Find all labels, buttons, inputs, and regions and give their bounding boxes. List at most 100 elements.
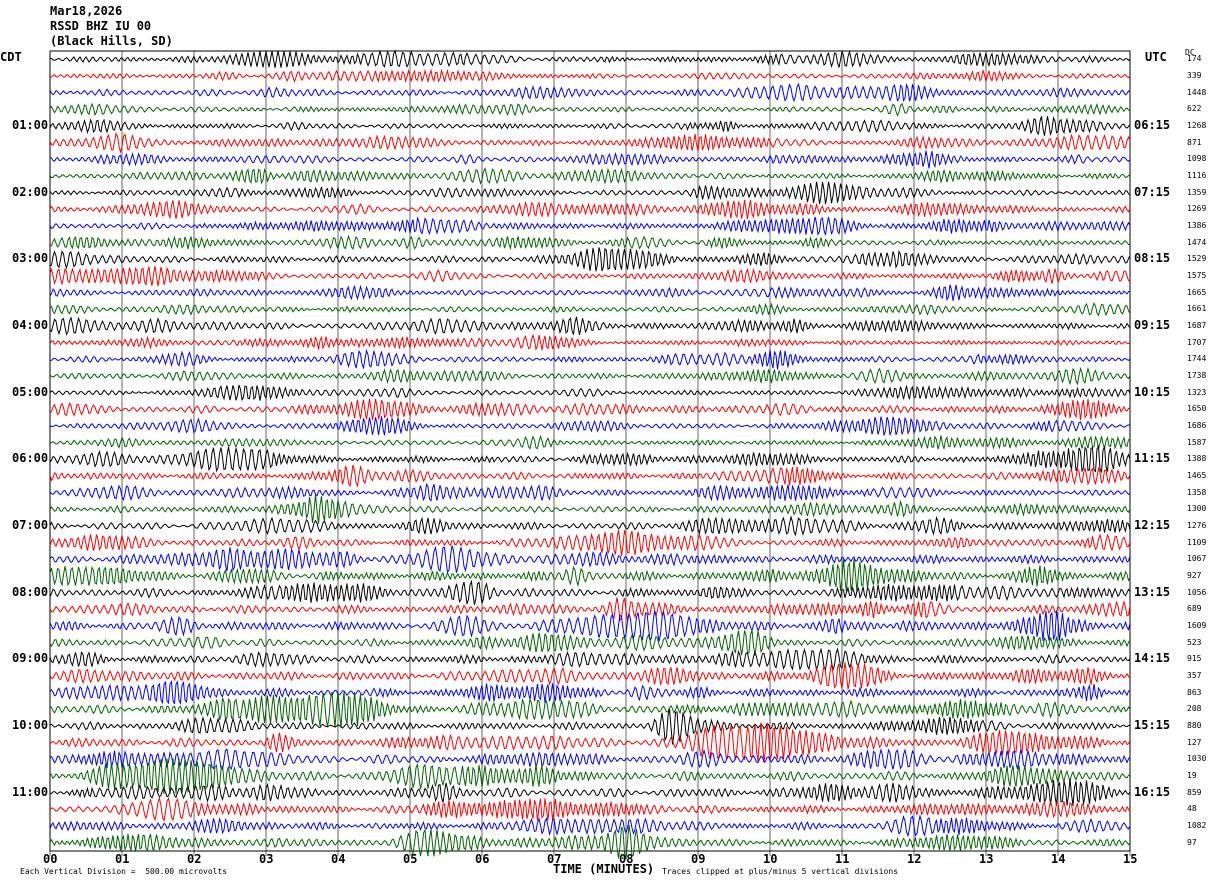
dc-offset-label: 1067 <box>1187 554 1207 564</box>
x-tick-label: 11 <box>835 852 850 866</box>
left-hour-label: 11:00 <box>12 784 49 799</box>
trace-line <box>49 515 1131 537</box>
trace-line <box>49 333 1131 352</box>
dc-offset-label: 1276 <box>1187 521 1207 530</box>
dc-offset-label: 174 <box>1187 54 1202 64</box>
trace-line <box>49 647 1131 672</box>
dc-offset-label: 1575 <box>1187 271 1207 280</box>
dc-offset-label: 689 <box>1187 604 1202 614</box>
trace-line <box>49 444 1131 473</box>
trace-line <box>49 758 1131 794</box>
x-tick-label: 01 <box>115 852 130 866</box>
left-hour-label: 07:00 <box>12 518 49 532</box>
dc-offset-label: 1661 <box>1187 304 1207 314</box>
trace-line <box>49 102 1131 117</box>
right-hour-label: 16:15 <box>1134 784 1171 799</box>
right-hour-label: 11:15 <box>1134 451 1171 466</box>
trace-line <box>49 597 1131 622</box>
trace-line <box>49 302 1131 317</box>
left-hour-label: 04:00 <box>12 318 49 332</box>
trace-line <box>49 284 1131 302</box>
dc-offset-label: 1030 <box>1187 754 1207 764</box>
left-axis-label: CDT <box>0 50 22 64</box>
dc-offset-label: 1359 <box>1187 187 1207 197</box>
trace-line <box>49 181 1131 205</box>
left-hour-label: 05:00 <box>12 384 49 399</box>
dc-offset-label: 1269 <box>1187 204 1207 214</box>
x-tick-label: 05 <box>403 852 418 866</box>
trace-line <box>49 679 1131 705</box>
dc-offset-label: 1465 <box>1187 471 1207 480</box>
header-date: Mar18,2026 <box>50 4 123 18</box>
dc-offset-label: 1738 <box>1187 371 1207 380</box>
dc-offset-label: 1650 <box>1187 404 1207 414</box>
trace-line <box>49 434 1130 451</box>
x-tick-label: 10 <box>763 852 778 866</box>
dc-offset-label: 871 <box>1187 137 1202 147</box>
dc-offset-label: 1665 <box>1187 287 1207 297</box>
trace-line <box>49 824 1131 860</box>
trace-line <box>49 691 1131 728</box>
trace-line <box>49 416 1131 436</box>
trace-line <box>49 132 1131 154</box>
dc-offset-label: 1609 <box>1187 621 1207 630</box>
footer-division-note: Each Vertical Division = 500.00 microvol… <box>20 867 228 876</box>
dc-label: DC <box>1185 48 1195 57</box>
dc-offset-label: 19 <box>1187 771 1197 780</box>
right-hour-label: 14:15 <box>1134 651 1171 666</box>
x-tick-label: 12 <box>907 852 922 866</box>
trace-line <box>49 778 1131 806</box>
x-tick-label: 07 <box>547 852 562 866</box>
dc-offset-label: 859 <box>1187 787 1202 797</box>
trace-line <box>49 545 1131 574</box>
left-hour-label: 02:00 <box>12 184 49 199</box>
dc-offset-label: 915 <box>1187 654 1202 664</box>
trace-line <box>49 247 1131 272</box>
left-hour-label: 03:00 <box>12 251 49 266</box>
x-tick-label: 06 <box>475 852 490 866</box>
dc-offset-label: 97 <box>1187 837 1197 847</box>
left-hour-label: 01:00 <box>12 118 49 132</box>
left-hour-label: 08:00 <box>12 584 49 599</box>
x-tick-label: 09 <box>691 852 706 866</box>
trace-line <box>49 348 1131 370</box>
right-hour-label: 09:15 <box>1134 318 1171 332</box>
right-hour-label: 15:15 <box>1134 718 1171 732</box>
dc-offset-label: 1109 <box>1187 537 1207 547</box>
trace-line <box>49 199 1131 220</box>
dc-offset-label: 1386 <box>1187 221 1207 230</box>
dc-offset-label: 1388 <box>1187 454 1207 464</box>
left-hour-label: 10:00 <box>12 718 49 732</box>
right-hour-label: 07:15 <box>1134 184 1171 199</box>
trace-line <box>49 49 1131 69</box>
dc-offset-label: 1448 <box>1187 87 1207 97</box>
right-axis-label: UTC <box>1145 50 1167 64</box>
dc-offset-label: 339 <box>1187 71 1202 80</box>
trace-line <box>49 722 1131 763</box>
dc-offset-label: 48 <box>1187 804 1197 814</box>
x-tick-label: 13 <box>979 852 994 866</box>
right-hour-label: 12:15 <box>1134 518 1171 532</box>
dc-offset-label: 1056 <box>1187 587 1207 597</box>
dc-offset-label: 1116 <box>1187 171 1207 180</box>
trace-line <box>49 316 1131 336</box>
left-hour-label: 09:00 <box>12 651 49 666</box>
trace-line <box>49 747 1131 771</box>
x-tick-label: 04 <box>331 852 346 866</box>
dc-offset-label: 622 <box>1187 104 1202 114</box>
trace-line <box>49 629 1131 656</box>
x-tick-label: 14 <box>1051 852 1066 866</box>
trace-line <box>49 234 1131 251</box>
trace-line <box>49 82 1131 103</box>
dc-offset-label: 927 <box>1187 571 1202 580</box>
trace-line <box>49 494 1131 524</box>
dc-offset-label: 523 <box>1187 637 1202 647</box>
dc-offset-label: 1098 <box>1187 154 1207 164</box>
dc-offset-label: 1323 <box>1187 387 1207 397</box>
trace-line <box>49 482 1131 502</box>
header-station: RSSD BHZ IU 00 <box>50 19 152 33</box>
dc-offset-label: 1300 <box>1187 504 1207 514</box>
dc-offset-label: 1686 <box>1187 421 1207 430</box>
trace-line <box>49 708 1131 745</box>
